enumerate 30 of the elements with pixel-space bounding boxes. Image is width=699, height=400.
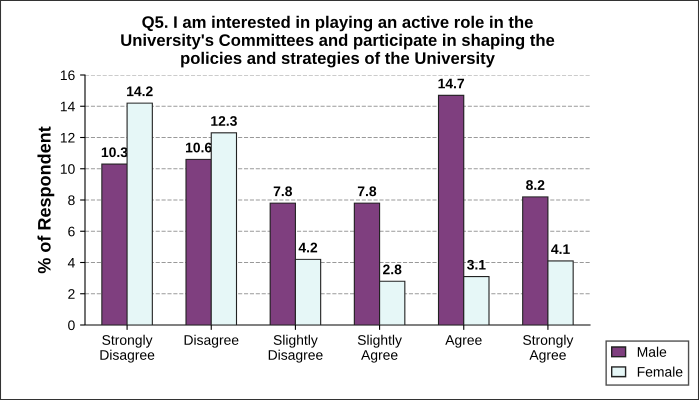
data-label: 12.3 (211, 116, 237, 126)
x-tick-label: Slightly Agree (358, 334, 402, 363)
data-label: 2.8 (383, 264, 402, 274)
data-label: 4.1 (551, 244, 570, 254)
data-label: 8.2 (526, 180, 544, 190)
data-label: 7.8 (358, 186, 376, 196)
x-tick-label: Disagree (184, 334, 238, 348)
data-label: 4.2 (298, 242, 318, 252)
chart-title: Q5. I am interested in playing an active role in the University's Committees and participate in shaping the policies and strategies of the University (121, 16, 554, 68)
data-label: 7.8 (274, 186, 292, 196)
legend-label: Male (638, 346, 666, 357)
y-tick-label: 8 (68, 195, 75, 206)
y-tick-label: 10 (60, 164, 75, 174)
x-tick-label: Strongly Agree (523, 334, 574, 363)
data-label: 10.6 (186, 142, 212, 152)
data-label: 3.1 (467, 260, 486, 270)
data-label: 14.7 (438, 78, 464, 88)
y-tick-label: 2 (68, 289, 75, 299)
x-tick-label: Agree (445, 335, 482, 348)
y-tick-label: 6 (68, 226, 75, 236)
x-tick-label: Strongly Disagree (100, 334, 154, 363)
data-label: 14.2 (127, 86, 153, 96)
y-tick-label: 4 (68, 258, 75, 268)
y-tick-label: 14 (60, 102, 75, 112)
x-tick-label: Slightly Disagree (268, 334, 323, 363)
y-axis-title: % of Respondent (37, 126, 54, 274)
y-tick-label: 0 (68, 320, 75, 330)
legend-label: Female (638, 366, 682, 377)
y-tick-label: 16 (60, 70, 75, 80)
y-tick-label: 12 (60, 132, 75, 143)
